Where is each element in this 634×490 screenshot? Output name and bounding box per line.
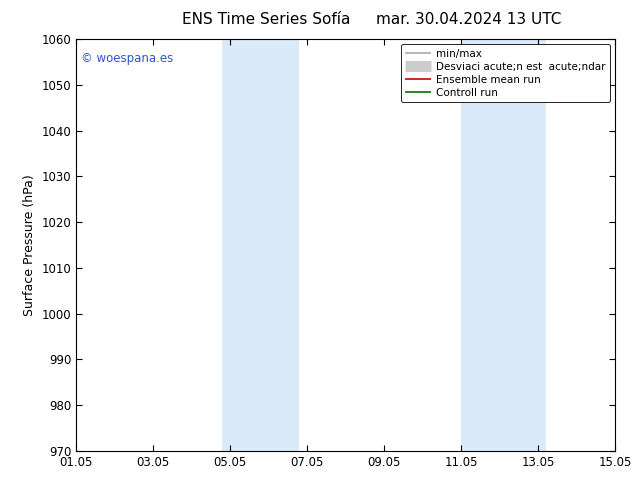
Legend: min/max, Desviaci acute;n est  acute;ndar, Ensemble mean run, Controll run: min/max, Desviaci acute;n est acute;ndar… bbox=[401, 45, 610, 102]
Text: © woespana.es: © woespana.es bbox=[81, 51, 174, 65]
Bar bbox=[223, 39, 299, 451]
Bar bbox=[461, 39, 546, 451]
Y-axis label: Surface Pressure (hPa): Surface Pressure (hPa) bbox=[23, 174, 36, 316]
Text: ENS Time Series Sofía: ENS Time Series Sofía bbox=[182, 12, 351, 27]
Text: mar. 30.04.2024 13 UTC: mar. 30.04.2024 13 UTC bbox=[377, 12, 562, 27]
